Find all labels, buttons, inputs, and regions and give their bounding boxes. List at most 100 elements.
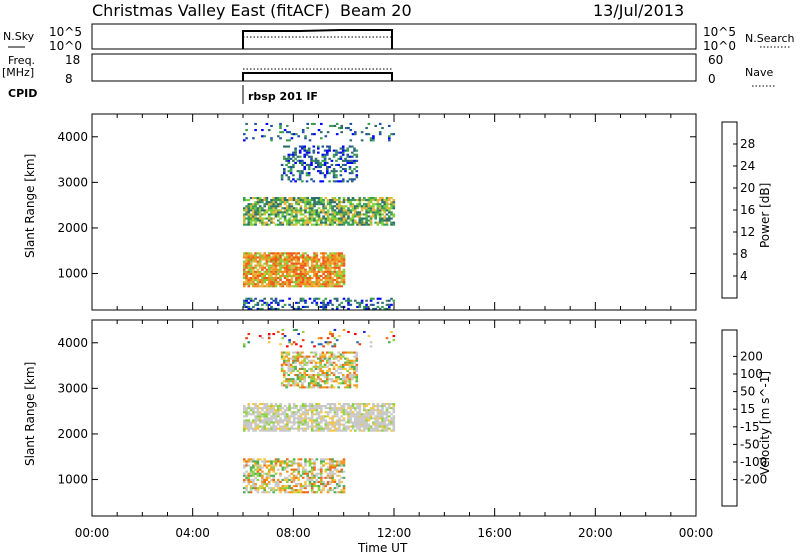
power-echo-cell bbox=[385, 307, 389, 310]
power-echo-cell bbox=[326, 168, 329, 171]
velocity-echo-cell bbox=[245, 421, 248, 424]
power-echo-cell bbox=[298, 174, 302, 177]
power-echo-cell bbox=[299, 211, 303, 214]
velocity-echo-cell bbox=[315, 403, 319, 406]
power-echo-cell bbox=[297, 209, 300, 212]
power-echo-cell bbox=[245, 207, 248, 210]
velocity-echo-cell bbox=[356, 341, 359, 344]
velocity-echo-cell bbox=[263, 403, 266, 406]
power-echo-cell bbox=[272, 256, 275, 259]
velocity-echo-cell bbox=[363, 330, 366, 333]
velocity-echo-cell bbox=[388, 341, 391, 344]
power-echo-cell bbox=[369, 139, 373, 142]
velocity-echo-cell bbox=[385, 423, 389, 426]
power-echo-cell bbox=[296, 170, 300, 173]
velocity-echo-cell bbox=[292, 415, 296, 418]
velocity-echo-cell bbox=[243, 415, 246, 418]
power-echo-cell bbox=[304, 207, 307, 210]
velocity-echo-cell bbox=[283, 489, 287, 492]
power-echo-cell bbox=[349, 139, 353, 142]
power-echo-cell bbox=[265, 223, 269, 226]
search-tick-high: 10^5 bbox=[703, 25, 736, 39]
power-echo-cell bbox=[333, 197, 337, 200]
power-echo-cell bbox=[329, 223, 332, 226]
power-echo-cell bbox=[288, 279, 291, 282]
power-echo-cells bbox=[243, 122, 396, 310]
x-axis-label: Time UT bbox=[357, 541, 408, 554]
velocity-echo-cell bbox=[285, 363, 288, 366]
power-echo-cell bbox=[331, 215, 334, 218]
power-echo-cell bbox=[265, 262, 269, 265]
velocity-echo-cell bbox=[310, 425, 314, 428]
power-echo-cell bbox=[297, 211, 300, 214]
velocity-echo-cell bbox=[385, 403, 389, 406]
velocity-echo-cell bbox=[283, 372, 286, 375]
power-echo-cell bbox=[297, 274, 300, 277]
power-echo-cell bbox=[341, 180, 345, 183]
velocity-echo-cell bbox=[338, 423, 341, 426]
velocity-echo-cell bbox=[249, 474, 253, 477]
power-echo-cell bbox=[283, 170, 286, 173]
velocity-echo-cell bbox=[288, 487, 291, 490]
velocity-echo-cell bbox=[267, 337, 271, 340]
power-echo-cell bbox=[317, 219, 321, 222]
velocity-echo-cell bbox=[367, 409, 371, 412]
power-echo-cell bbox=[281, 285, 285, 288]
power-echo-cell bbox=[288, 281, 291, 284]
power-echo-cell bbox=[274, 215, 278, 218]
velocity-echo-cell bbox=[294, 351, 297, 354]
power-echo-cell bbox=[324, 258, 328, 261]
velocity-echo-cell bbox=[285, 384, 288, 387]
power-echo-cell bbox=[252, 285, 255, 288]
velocity-echo-cell bbox=[249, 407, 253, 410]
power-echo-cell bbox=[295, 254, 298, 257]
power-echo-cell bbox=[315, 266, 319, 269]
power-echo-cell bbox=[329, 256, 332, 259]
velocity-echo-cell bbox=[338, 474, 341, 477]
power-echo-cell bbox=[335, 159, 338, 162]
velocity-echo-cell bbox=[310, 421, 314, 424]
power-echo-cell bbox=[267, 256, 271, 259]
power-echo-cell bbox=[254, 264, 257, 267]
velocity-echo-cell bbox=[315, 423, 319, 426]
power-echo-cell bbox=[341, 178, 345, 181]
velocity-echo-cell bbox=[326, 468, 330, 471]
power-echo-cell bbox=[358, 213, 362, 216]
power-echo-cell bbox=[335, 272, 339, 275]
velocity-echo-cell bbox=[347, 421, 350, 424]
power-echo-cell bbox=[290, 137, 294, 140]
velocity-echo-cell bbox=[315, 417, 319, 420]
power-echo-cell bbox=[292, 258, 296, 261]
velocity-y-tick-label: 4000 bbox=[57, 336, 88, 350]
power-echo-cell bbox=[369, 197, 373, 200]
power-echo-cell bbox=[365, 205, 368, 208]
velocity-echo-cell bbox=[279, 429, 282, 432]
power-echo-cell bbox=[279, 262, 282, 265]
velocity-echo-cell bbox=[322, 485, 325, 488]
power-echo-cell bbox=[279, 137, 282, 140]
velocity-echo-cell bbox=[297, 489, 300, 492]
power-echo-cell bbox=[338, 268, 341, 271]
power-echo-cell bbox=[326, 149, 329, 152]
power-echo-cell bbox=[245, 199, 248, 202]
velocity-echo-cell bbox=[299, 474, 303, 477]
velocity-echo-cell bbox=[332, 386, 336, 389]
power-echo-cell bbox=[279, 270, 282, 273]
velocity-echo-cell bbox=[287, 378, 291, 381]
power-echo-cell bbox=[369, 299, 373, 302]
velocity-echo-cell bbox=[378, 423, 382, 426]
power-echo-cell bbox=[289, 166, 293, 169]
velocity-echo-cell bbox=[338, 419, 341, 422]
power-echo-cell bbox=[390, 297, 393, 300]
velocity-echo-cell bbox=[270, 466, 273, 469]
power-echo-cell bbox=[338, 270, 341, 273]
power-echo-cell bbox=[392, 215, 396, 218]
power-echo-cell bbox=[340, 258, 343, 261]
power-echo-cell bbox=[338, 201, 341, 204]
power-echo-cell bbox=[355, 174, 359, 177]
velocity-echo-cell bbox=[349, 425, 353, 428]
power-echo-cell bbox=[252, 217, 255, 220]
velocity-echo-cell bbox=[243, 478, 246, 481]
power-echo-cell bbox=[288, 221, 291, 224]
velocity-echo-cell bbox=[337, 355, 340, 358]
